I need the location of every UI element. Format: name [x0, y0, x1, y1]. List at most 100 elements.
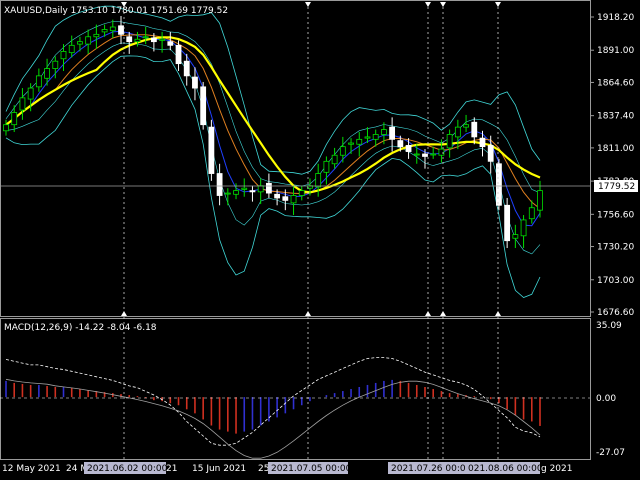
candle-body [167, 41, 174, 46]
candle-body [126, 36, 133, 43]
orange-ma-line [5, 34, 541, 209]
candle-body [397, 140, 404, 148]
candle-body [381, 129, 387, 135]
candle-body [200, 86, 207, 126]
candle-body [11, 112, 18, 126]
main-panel-frame [0, 0, 591, 317]
candle-body [150, 37, 157, 43]
candle-body [454, 126, 461, 138]
price-tick-label: 1756.60 [597, 210, 634, 220]
candle-body [60, 51, 67, 60]
candle-body [27, 87, 34, 100]
candle-body [463, 124, 469, 128]
separator-marker [121, 2, 127, 7]
candle-body [3, 124, 9, 132]
date-tag-label: 2021.06.02 00:00 [87, 464, 168, 474]
candle-body [109, 26, 116, 32]
candle-body [290, 195, 297, 204]
candle-body [282, 196, 289, 201]
price-tick-label: 1864.60 [597, 78, 634, 88]
candle-body [208, 126, 215, 174]
candle-body [356, 138, 363, 145]
macd-signal-lines [5, 357, 541, 459]
price-tick-label: 1730.20 [597, 243, 634, 253]
candle-body [446, 134, 453, 149]
macd-signal-line [5, 378, 541, 459]
candle-body [422, 153, 428, 157]
date-tag [268, 462, 348, 474]
macd-panel-frame [0, 318, 591, 460]
candle-body [512, 234, 519, 239]
candle-body [118, 25, 124, 35]
candle-body [101, 29, 108, 33]
candle-body [183, 60, 190, 77]
price-axis: 1918.201891.001864.601837.401811.001783.… [590, 13, 634, 318]
price-tick-label: 1918.20 [597, 13, 634, 23]
candle-body [537, 190, 543, 211]
candle-body [504, 204, 511, 242]
current-price-label: 1779.52 [598, 182, 635, 192]
time-label: g 2021 [541, 464, 572, 474]
macd-main-line [5, 357, 541, 446]
candle-body [405, 145, 412, 152]
candle-body [175, 44, 182, 65]
time-label: 24 M [66, 464, 88, 474]
separator-marker [440, 2, 446, 7]
candle-body [496, 163, 502, 206]
date-tag [388, 462, 468, 474]
candle-body [233, 190, 239, 195]
candle-body [216, 173, 223, 196]
candle-body [364, 136, 371, 139]
candle-body [134, 38, 141, 43]
candle-body [257, 185, 264, 193]
candle-body [249, 190, 256, 193]
candle-body [35, 75, 42, 88]
macd-tick-bottom: -27.07 [596, 448, 625, 458]
price-tick-label: 1811.00 [597, 144, 634, 154]
candle-body [77, 41, 83, 45]
date-tag [466, 462, 540, 474]
candle-body [339, 146, 346, 156]
candle-body [19, 97, 26, 111]
candle-body [68, 44, 75, 54]
separator-marker [495, 311, 501, 316]
bollinger-bands [5, 5, 541, 298]
inner-lower-band-line [5, 42, 541, 255]
separator-marker [425, 2, 431, 7]
candle-body [315, 173, 322, 188]
time-label: 15 Jun 2021 [192, 464, 246, 474]
candle-body [52, 60, 59, 69]
candle-body [348, 142, 354, 145]
separator-marker [425, 311, 431, 316]
price-tick-label: 1891.00 [597, 46, 634, 56]
price-tick-label: 1676.60 [597, 308, 634, 318]
macd-tick-top: 35.09 [596, 321, 622, 331]
separator-marker [305, 311, 311, 316]
macd-panel-header: MACD(12,26,9) -14.22 -8.04 -6.18 [4, 323, 157, 333]
time-label: 12 May 2021 [2, 464, 61, 474]
candle-body [389, 126, 396, 140]
candle-body [274, 193, 281, 199]
time-label: 25 [258, 464, 269, 474]
lower-band-line [5, 55, 541, 298]
date-tag [84, 462, 166, 474]
separator-marker [305, 2, 311, 7]
candle-body [479, 137, 486, 148]
candlestick-series [3, 16, 543, 249]
main-panel-header: XAUUSD,Daily 1753.10 1780.01 1751.69 177… [4, 6, 228, 16]
candle-body [93, 33, 100, 38]
period-separator-lines [121, 2, 501, 460]
separator-marker [495, 2, 501, 7]
date-tag-label: 021.08.06 00:00 [468, 464, 543, 474]
separator-marker [440, 311, 446, 316]
candle-body [159, 38, 165, 41]
candle-body [520, 219, 527, 237]
date-tag-label: 2021.07.05 00:00 [271, 464, 352, 474]
candle-body [192, 76, 198, 89]
candle-body [85, 36, 92, 45]
candle-body [430, 153, 437, 156]
candle-body [224, 192, 231, 195]
time-axis: 12 May 2021 24 M 21 15 Jun 2021 25 2021.… [2, 462, 572, 474]
candle-body [438, 148, 445, 156]
